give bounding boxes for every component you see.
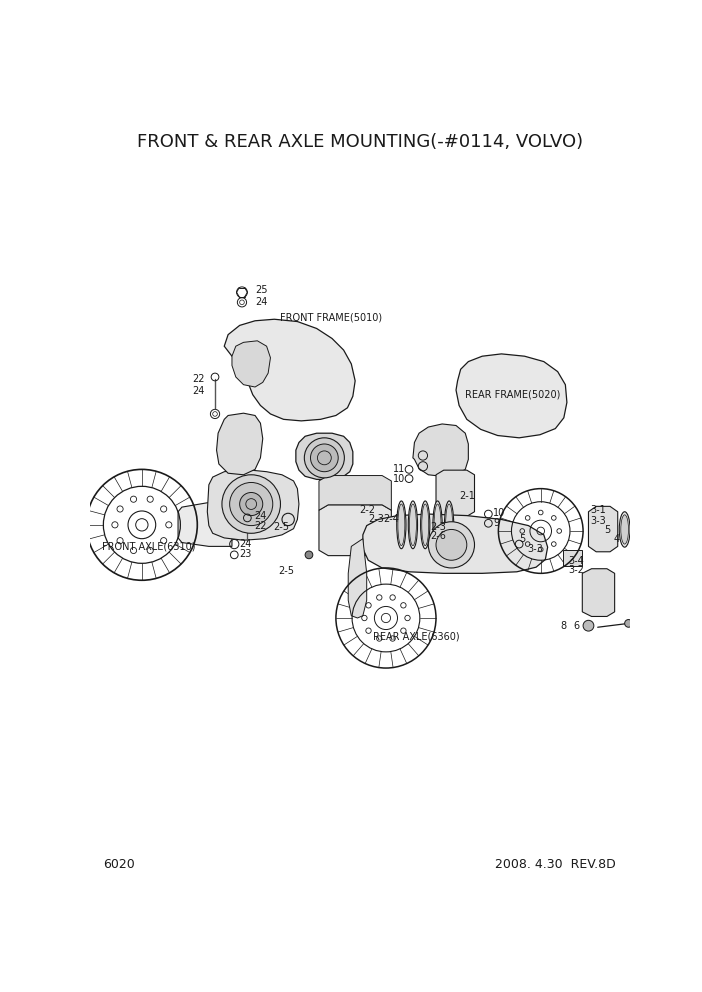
Text: 22: 22 [254,521,267,531]
Circle shape [428,522,475,568]
Ellipse shape [621,515,628,544]
Text: 2008. 4.30  REV.8D: 2008. 4.30 REV.8D [496,858,616,871]
Text: 6020: 6020 [103,858,135,871]
Text: 5: 5 [519,535,525,545]
Text: 11: 11 [393,464,405,474]
Ellipse shape [652,512,663,548]
Polygon shape [582,568,615,616]
Ellipse shape [446,504,453,546]
Text: 2-2: 2-2 [359,505,375,515]
Circle shape [305,437,345,478]
Circle shape [436,530,467,560]
Polygon shape [216,414,263,475]
Text: 3-4: 3-4 [569,557,584,566]
Polygon shape [563,551,582,565]
Ellipse shape [663,518,678,541]
Ellipse shape [619,512,630,548]
Text: REAR FRAME(5020): REAR FRAME(5020) [465,390,561,400]
Text: 8: 8 [561,621,567,631]
Text: 3-2: 3-2 [569,565,584,575]
Circle shape [230,482,273,526]
Text: 24: 24 [192,386,205,396]
Text: 10: 10 [493,508,505,518]
Ellipse shape [409,504,416,546]
Text: 2-5: 2-5 [278,566,294,576]
Text: 24: 24 [254,511,267,522]
Text: 2-3: 2-3 [369,514,384,524]
Text: 24: 24 [255,298,267,308]
Text: 23: 23 [239,550,252,559]
Circle shape [222,475,281,534]
Circle shape [625,620,633,627]
Text: FRONT & REAR AXLE MOUNTING(-#0114, VOLVO): FRONT & REAR AXLE MOUNTING(-#0114, VOLVO… [137,133,583,151]
Text: 2-3: 2-3 [430,522,446,532]
Ellipse shape [420,501,430,549]
Ellipse shape [434,504,441,546]
Ellipse shape [633,515,640,544]
Polygon shape [319,475,391,510]
Ellipse shape [631,512,642,548]
Text: 10: 10 [393,474,405,484]
Text: FRONT FRAME(5010): FRONT FRAME(5010) [281,312,383,322]
Text: FRONT AXLE(6310): FRONT AXLE(6310) [102,542,195,552]
Text: 2-6: 2-6 [430,532,446,542]
Polygon shape [456,354,567,437]
Ellipse shape [642,512,652,548]
Text: 4: 4 [613,535,619,545]
Ellipse shape [433,501,442,549]
Ellipse shape [398,504,405,546]
Polygon shape [348,539,366,618]
Polygon shape [178,500,232,547]
Ellipse shape [397,501,406,549]
Text: 3-3: 3-3 [527,544,543,554]
Text: 9: 9 [493,518,499,528]
Polygon shape [436,470,475,517]
Polygon shape [363,514,548,573]
Text: 24: 24 [239,539,252,550]
Polygon shape [588,506,618,552]
Circle shape [305,551,313,558]
Polygon shape [224,319,355,421]
Text: 3-1: 3-1 [590,505,606,515]
Circle shape [310,444,338,472]
Circle shape [583,620,594,631]
Circle shape [239,492,263,516]
Text: 2-4: 2-4 [384,514,399,524]
Polygon shape [319,505,391,556]
Polygon shape [207,469,299,541]
Text: REAR AXLE(6360): REAR AXLE(6360) [373,632,460,642]
Polygon shape [296,434,353,479]
Text: 22: 22 [192,374,205,384]
Ellipse shape [654,515,661,544]
Text: 3-3: 3-3 [590,516,606,526]
Text: 5: 5 [604,525,610,536]
Ellipse shape [422,504,429,546]
Text: 2-1: 2-1 [459,491,475,501]
Ellipse shape [643,515,651,544]
Ellipse shape [658,513,682,546]
Ellipse shape [409,501,418,549]
Ellipse shape [444,501,453,549]
Text: 25: 25 [255,285,267,295]
Text: 2-5: 2-5 [273,522,289,532]
Polygon shape [232,341,270,387]
Polygon shape [413,424,468,476]
Text: 6: 6 [573,621,579,631]
